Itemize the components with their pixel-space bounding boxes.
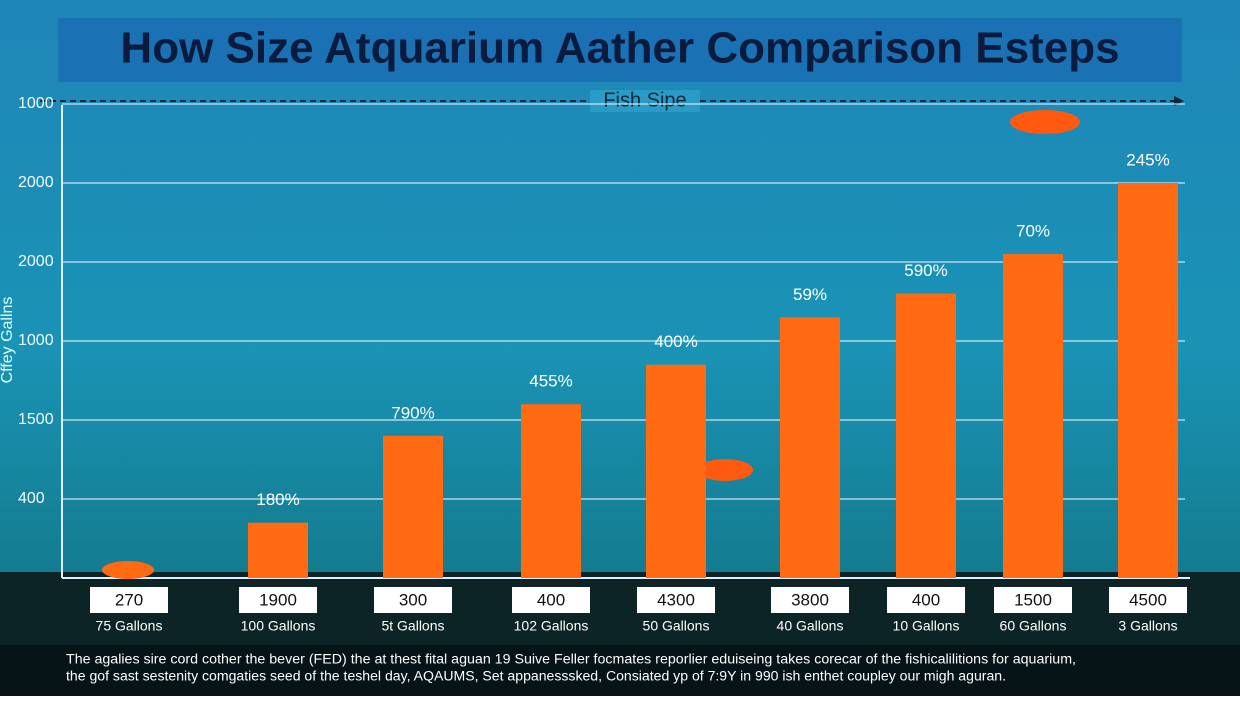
x-tick-label: 60 Gallons	[1000, 618, 1067, 634]
count-label: 270	[115, 590, 143, 609]
x-tick-label: 10 Gallons	[893, 618, 960, 634]
bar	[1118, 183, 1178, 578]
bar	[248, 522, 308, 578]
count-label: 4500	[1129, 590, 1167, 609]
count-box	[90, 587, 168, 613]
count-box	[994, 587, 1072, 613]
count-label: 1500	[1014, 590, 1052, 609]
x-tick-label: 50 Gallons	[643, 618, 710, 634]
count-box	[887, 587, 965, 613]
y-tick-label: 1500	[18, 411, 54, 428]
footer-text: The agalies sire cord cother the bever (…	[66, 652, 1076, 667]
count-box	[1109, 587, 1187, 613]
top-label-bg	[590, 90, 700, 112]
data-label: 400%	[654, 332, 697, 351]
bar	[780, 317, 840, 578]
y-tick-label: 400	[18, 490, 45, 507]
x-tick-label: 75 Gallons	[96, 618, 163, 634]
title-banner	[58, 18, 1182, 82]
data-label: 70%	[1016, 222, 1050, 241]
count-label: 300	[399, 590, 427, 609]
bar	[1003, 254, 1063, 578]
y-tick-label: 1000	[18, 95, 54, 112]
footer-text: the gof sast sestenity comgaties seed of…	[66, 669, 1006, 684]
x-tick-label: 5t Gallons	[381, 618, 444, 634]
data-label: 180%	[256, 490, 299, 509]
count-label: 1900	[259, 590, 297, 609]
count-box	[771, 587, 849, 613]
count-label: 3800	[791, 590, 829, 609]
x-tick-label: 100 Gallons	[241, 618, 316, 634]
bar	[383, 435, 443, 578]
x-tick-label: 40 Gallons	[777, 618, 844, 634]
data-label: 455%	[529, 372, 572, 391]
data-label: 590%	[904, 261, 947, 280]
count-label: 400	[537, 590, 565, 609]
y-axis-label: Cffey Gallns	[0, 297, 16, 384]
x-tick-label: 3 Gallons	[1118, 618, 1177, 634]
fish	[102, 561, 154, 579]
footer-band	[0, 645, 1240, 696]
count-label: 4300	[657, 590, 695, 609]
count-box	[374, 587, 452, 613]
data-label: 59%	[793, 285, 827, 304]
count-box	[239, 587, 317, 613]
chart-title: How Size Atquarium Aather Comparison Est…	[120, 24, 1119, 73]
fish	[697, 459, 753, 481]
data-label: 245%	[1126, 150, 1169, 169]
x-tick-label: 102 Gallons	[514, 618, 589, 634]
y-tick-label: 2000	[18, 253, 54, 270]
top-label: Fish Sipe	[603, 89, 686, 111]
count-box	[637, 587, 715, 613]
bar	[521, 404, 581, 578]
y-tick-label: 2000	[18, 174, 54, 191]
data-label: 790%	[391, 403, 434, 422]
count-box	[512, 587, 590, 613]
count-label: 400	[912, 590, 940, 609]
bar	[896, 293, 956, 578]
y-tick-label: 1000	[18, 332, 54, 349]
bar	[646, 364, 706, 578]
fish	[1010, 110, 1080, 134]
